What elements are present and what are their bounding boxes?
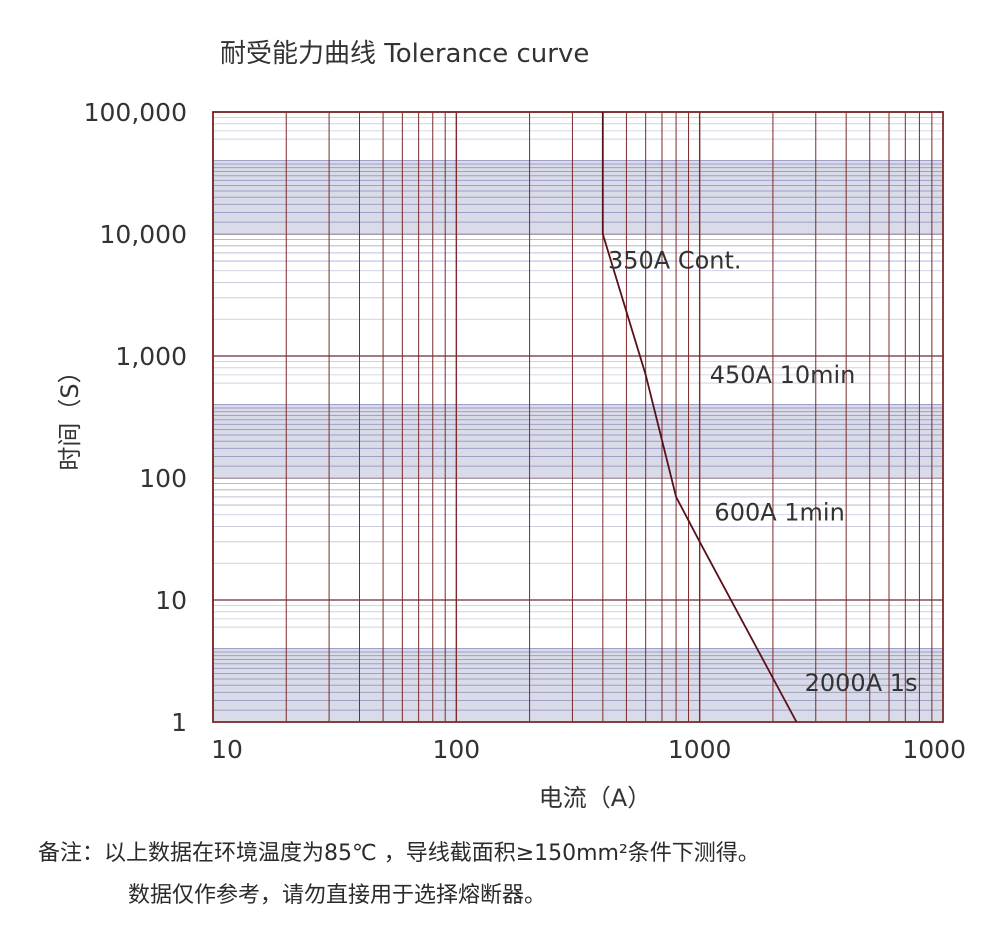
x-tick-label: 1000 (902, 735, 966, 764)
x-tick-label: 100 (432, 735, 480, 764)
note-line-2: 数据仅作参考，请勿直接用于选择熔断器。 (128, 883, 547, 908)
curve-annotation: 450A 10min (710, 361, 856, 389)
curve-annotation: 600A 1min (714, 498, 844, 526)
plot-frame (212, 111, 944, 723)
note-line-1: 备注：以上数据在环境温度为85℃ ，导线截面积≥150mm²条件下测得。 (38, 841, 760, 866)
tolerance-curve-line (601, 112, 798, 723)
y-axis-label: 时间（S） (56, 359, 84, 470)
y-tick-label: 10 (155, 586, 187, 615)
y-tick-label: 1,000 (115, 342, 187, 371)
curve-annotation: 350A Cont. (608, 247, 742, 275)
y-tick-label: 100,000 (84, 98, 187, 127)
band-layer (213, 111, 943, 723)
annotation-layer: 350A Cont. 450A 10min 600A 1min 2000A 1s (608, 247, 918, 697)
chart-title: 耐受能力曲线 Tolerance curve (220, 39, 589, 69)
y-tick-label: 100 (139, 464, 187, 493)
y-tick-label: 1 (171, 708, 187, 737)
tick-label-layer: 1 10 100 1,000 10,000 100,000 10 100 1000 1000 (84, 98, 966, 764)
x-tick-label: 1000 (668, 735, 732, 764)
y-tick-label: 10,000 (100, 220, 187, 249)
x-axis-label: 电流（A） (539, 784, 651, 812)
plot-border (212, 111, 944, 723)
curve-annotation: 2000A 1s (805, 669, 918, 697)
x-tick-label: 10 (211, 735, 243, 764)
curve-layer (601, 112, 798, 723)
